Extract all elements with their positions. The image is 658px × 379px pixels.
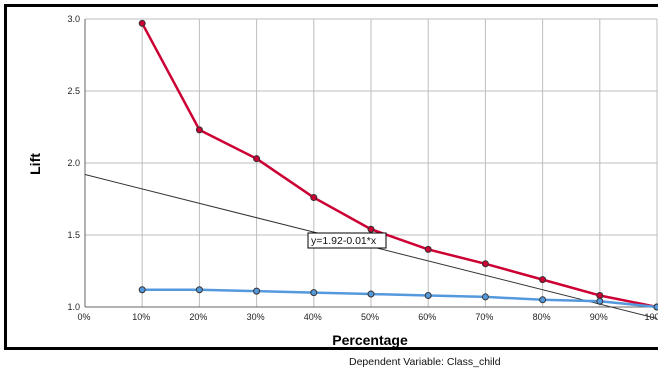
x-tick-label: 50% — [361, 312, 379, 322]
x-tick-label: 80% — [533, 312, 551, 322]
series-2-point — [539, 296, 547, 304]
series-1-point — [138, 19, 146, 27]
fit-line-label-box — [307, 232, 387, 249]
series-1-point — [253, 155, 261, 163]
series-1-point — [195, 126, 203, 134]
series-1-point — [367, 225, 375, 233]
series-2-line — [142, 288, 658, 309]
grid-lines — [84, 18, 658, 308]
x-tick-label: 20% — [189, 312, 207, 322]
series-2-point — [481, 293, 489, 301]
x-tick-label: 100% — [644, 312, 658, 322]
y-tick-label: 1.5 — [67, 230, 80, 240]
series-1-point — [596, 291, 604, 299]
series-1-point — [424, 245, 432, 253]
series-2-point — [253, 287, 261, 295]
x-tick-label: 10% — [132, 312, 150, 322]
series-2-point — [310, 289, 318, 297]
series-1-point — [481, 260, 489, 268]
y-tick-label: 3.0 — [67, 14, 80, 24]
x-tick-label: 70% — [475, 312, 493, 322]
series-2-point — [424, 291, 432, 299]
series-1-line — [141, 22, 658, 309]
x-tick-label: 0% — [77, 312, 90, 322]
series-2-point — [596, 297, 604, 305]
x-tick-label: 60% — [418, 312, 436, 322]
series-2-point — [138, 286, 146, 294]
series-1-point — [539, 276, 547, 284]
series-2-point — [367, 290, 375, 298]
series-1-point — [310, 194, 318, 202]
tick-labels: 0% 10% 20% 30% 40% 50% 60% 70% 80% 90% 100% 1.0 1.5 2… — [67, 14, 658, 322]
y-tick-label: 1.0 — [67, 302, 80, 312]
fit-line-label-group: y=1.92-0.01*x — [307, 232, 387, 249]
series-group — [138, 19, 658, 311]
series-2-point — [195, 286, 203, 294]
y-tick-label: 2.5 — [67, 86, 80, 96]
x-tick-label: 90% — [590, 312, 608, 322]
y-tick-label: 2.0 — [67, 158, 80, 168]
series-2-point — [653, 303, 658, 311]
x-axis-title: Percentage — [332, 332, 408, 348]
footnote: Dependent Variable: Class_child — [349, 356, 501, 368]
fit-line-label: y=1.92-0.01*x — [311, 235, 377, 247]
x-tick-label: 40% — [304, 312, 322, 322]
x-tick-label: 30% — [247, 312, 265, 322]
y-axis-title: Lift — [27, 153, 43, 175]
